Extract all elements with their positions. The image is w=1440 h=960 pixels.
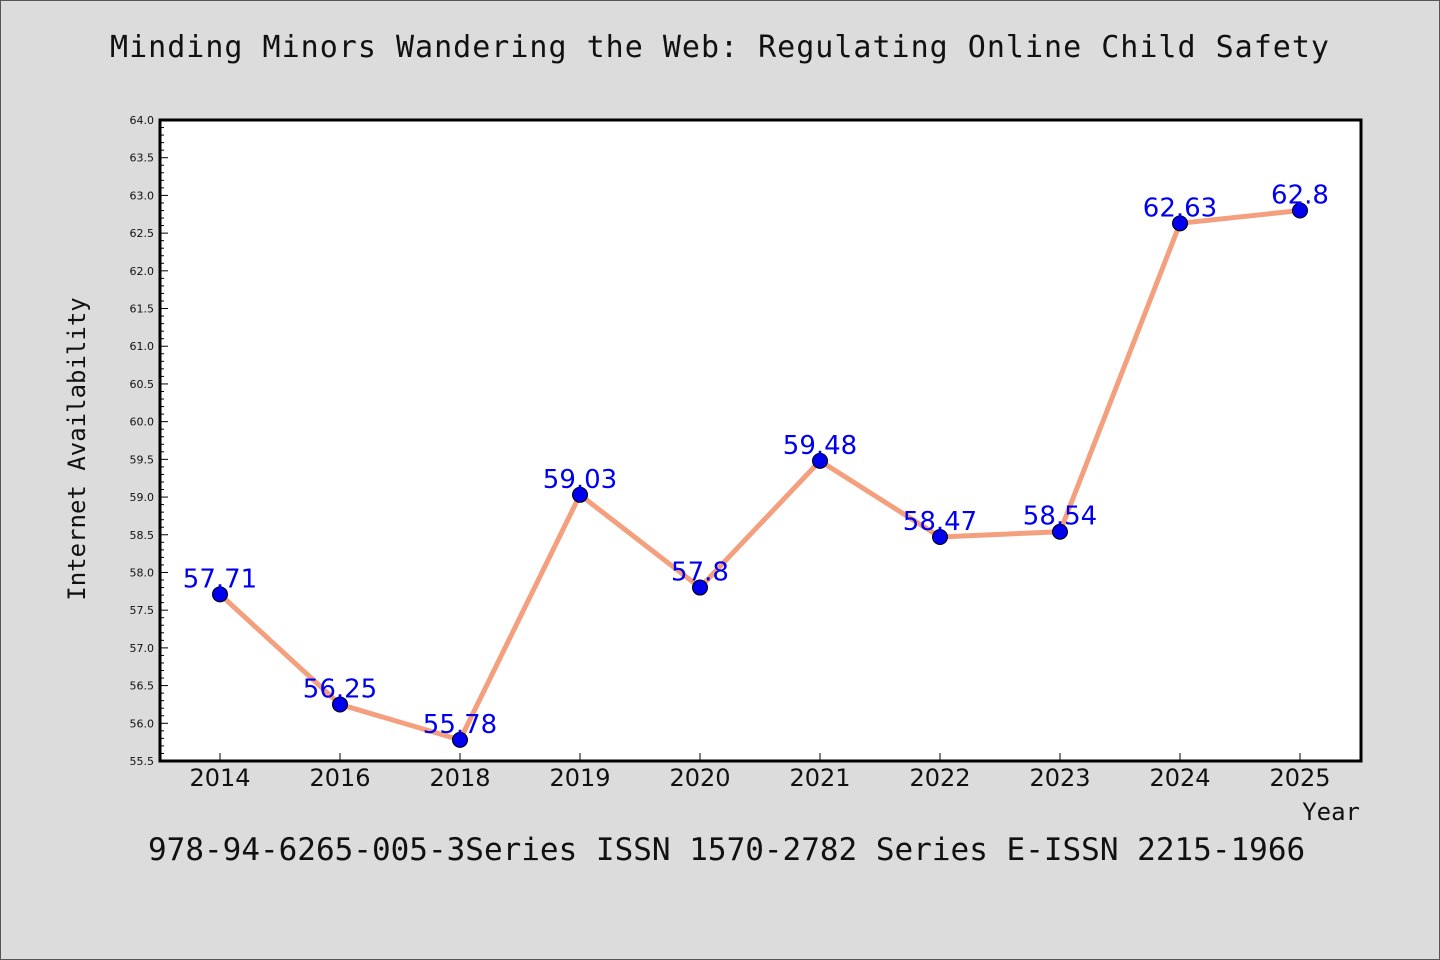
data-label: 62.63	[1143, 193, 1217, 223]
x-tick-label: 2019	[549, 764, 610, 792]
y-tick-label: 57.5	[130, 604, 155, 617]
data-point	[212, 586, 228, 603]
y-tick-label: 56.5	[130, 680, 155, 693]
plot-area	[158, 118, 1363, 763]
x-tick-label: 2021	[789, 764, 850, 792]
data-label: 59.03	[543, 465, 617, 495]
y-axis: 55.5 56.0 56.5 57.0 57.5 58.0 58.5 59.0 59.5 60.0…	[130, 114, 168, 768]
data-label: 55.78	[423, 710, 497, 740]
data-labels: 57.71 56.25 55.78 59.03 57.8 59.48 58.47 58.54 6…	[183, 180, 1329, 739]
x-axis: 2014 2016 2018 2019 2020 2021 2022 2023 2024 2025	[189, 753, 1331, 792]
series-line	[218, 208, 1301, 743]
x-tick-label: 2016	[309, 764, 370, 792]
data-label: 57.8	[671, 558, 729, 588]
x-tick-label: 2018	[429, 764, 490, 792]
data-point	[692, 579, 708, 596]
data-point	[452, 731, 468, 748]
y-tick-label: 62.0	[130, 265, 155, 278]
data-points	[212, 202, 1308, 748]
y-tick-label: 58.0	[130, 566, 155, 579]
y-axis-title: Internet Availability	[63, 297, 91, 600]
x-tick-label: 2023	[1029, 764, 1090, 792]
data-point	[1052, 523, 1068, 540]
x-tick-label: 2024	[1149, 764, 1210, 792]
x-tick-label: 2022	[909, 764, 970, 792]
y-tick-label: 63.5	[130, 152, 155, 165]
data-point	[1292, 202, 1308, 219]
data-label: 56.25	[303, 674, 377, 704]
y-tick-label: 61.5	[130, 303, 155, 316]
y-tick-label: 63.0	[130, 189, 155, 202]
data-label: 57.71	[183, 564, 257, 594]
data-point	[332, 696, 348, 713]
x-tick-label: 2025	[1269, 764, 1330, 792]
y-tick-label: 60.5	[130, 378, 155, 391]
data-label: 58.47	[903, 507, 977, 537]
y-tick-label: 62.5	[130, 227, 155, 240]
y-tick-label: 57.0	[130, 642, 155, 655]
data-label: 59.48	[783, 431, 857, 461]
y-tick-label: 59.0	[130, 491, 155, 504]
y-tick-label: 60.0	[130, 416, 155, 429]
y-tick-label: 55.5	[130, 755, 155, 768]
x-tick-label: 2020	[669, 764, 730, 792]
data-point	[932, 529, 948, 546]
data-label: 62.8	[1271, 180, 1329, 210]
data-point	[812, 452, 828, 469]
chart-title: Minding Minors Wandering the Web: Regula…	[110, 30, 1330, 65]
y-tick-label: 58.5	[130, 529, 155, 542]
y-tick-label: 56.0	[130, 717, 155, 730]
isbn-issn-footer: 978-94-6265-005-3Series ISSN 1570-2782 S…	[148, 832, 1306, 868]
y-tick-label: 59.5	[130, 453, 155, 466]
data-point	[572, 486, 588, 503]
y-tick-label: 64.0	[130, 114, 155, 127]
y-tick-label: 61.0	[130, 340, 155, 353]
x-axis-title: Year	[1302, 798, 1360, 826]
data-point	[1172, 215, 1188, 232]
data-label: 58.54	[1023, 502, 1097, 532]
x-tick-label: 2014	[189, 764, 250, 792]
